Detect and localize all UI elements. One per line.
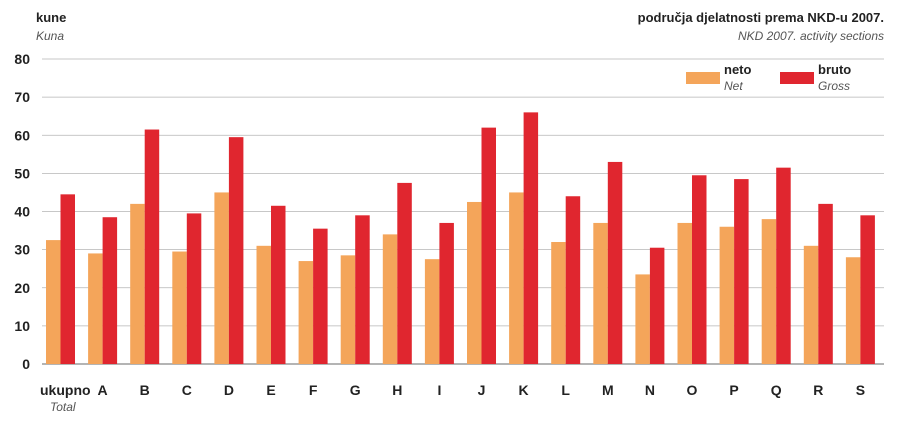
bars [46,112,875,364]
y-tick-label: 30 [14,242,30,258]
legend-label-net: Net [724,79,743,93]
x-category-label: D [224,382,234,398]
bar-neto-I [424,259,440,364]
bar-bruto-F [313,228,328,364]
bar-neto-Q [761,219,777,364]
bar-neto-F [298,261,314,364]
bar-neto-R [803,245,819,364]
x-category-label: B [140,382,150,398]
bar-bruto-G [355,215,370,364]
bar-neto-K [509,192,524,364]
x-category-label: H [392,382,402,398]
bar-bruto-Q [776,167,791,364]
y-tick-label: 10 [14,318,30,334]
bar-bruto-H [397,182,412,364]
bar-neto-H [382,234,398,364]
grid-lines [42,58,884,365]
bar-bruto-P [734,179,749,364]
y-tick-label: 40 [14,204,30,220]
legend-label-gross: Gross [818,79,850,93]
y-axis-title: kune [36,10,66,25]
x-category-label: O [687,382,698,398]
bar-neto-N [635,274,650,364]
bar-bruto-N [649,247,665,364]
bar-bruto-S [860,215,875,364]
x-category-label: G [350,382,361,398]
legend-label-bruto: bruto [818,62,851,77]
y-tick-label: 60 [14,127,30,143]
bar-bruto-D [228,137,244,364]
x-category-label: ukupno [40,382,91,398]
x-category-label: E [266,382,275,398]
y-tick-label: 20 [14,280,30,296]
bar-neto-L [551,242,566,364]
bar-bruto-B [144,129,160,364]
x-category-label: R [813,382,823,398]
chart-subtitle: NKD 2007. activity sections [738,29,884,43]
legend-label-neto: neto [724,62,752,77]
y-tick-label: 80 [14,51,30,67]
y-tick-label: 50 [14,165,30,181]
x-category-total-label: Total [50,400,76,414]
bar-bruto-L [565,196,581,364]
bar-bruto-I [439,222,454,364]
chart-title: područja djelatnosti prema NKD-u 2007. [638,10,884,25]
bar-neto-A [88,253,103,364]
x-category-label: Q [771,382,782,398]
y-tick-label: 0 [22,356,30,372]
x-category-label: P [729,382,738,398]
bar-neto-J [467,201,482,364]
bar-neto-E [256,245,271,364]
bar-bruto-A [102,217,118,364]
x-category-label: N [645,382,655,398]
bar-bruto-J [481,127,496,364]
bar-neto-ukupno [46,240,61,364]
x-category-label: A [98,382,108,398]
bar-bruto-ukupno [60,194,75,364]
x-category-label: I [437,382,441,398]
x-category-labels: ukupno A B C D E F G H I J K L M N O P Q R S [40,382,865,398]
bar-bruto-R [818,203,833,364]
x-category-label: F [309,382,318,398]
bar-bruto-K [523,112,539,364]
x-category-label: K [519,382,529,398]
bar-neto-C [172,251,187,364]
bar-bruto-M [607,161,623,364]
legend: neto Net bruto Gross [686,62,851,93]
x-category-label: M [602,382,614,398]
x-category-label: C [182,382,192,398]
x-category-label: J [478,382,486,398]
bar-neto-G [340,255,356,364]
bar-bruto-E [271,205,286,364]
bar-neto-B [130,203,145,364]
bar-neto-O [677,222,692,364]
bar-neto-D [214,192,229,364]
y-tick-labels: 0 10 20 30 40 50 60 70 80 [14,51,30,372]
legend-swatch-bruto [780,72,814,84]
bar-neto-M [593,222,608,364]
x-category-label: L [561,382,570,398]
x-category-label: S [856,382,865,398]
bar-bruto-O [692,175,707,364]
bar-neto-P [719,226,735,364]
bar-bruto-C [186,213,202,364]
y-axis-title-en: Kuna [36,29,64,43]
legend-swatch-neto [686,72,720,84]
bar-neto-S [845,257,861,364]
y-tick-label: 70 [14,89,30,105]
